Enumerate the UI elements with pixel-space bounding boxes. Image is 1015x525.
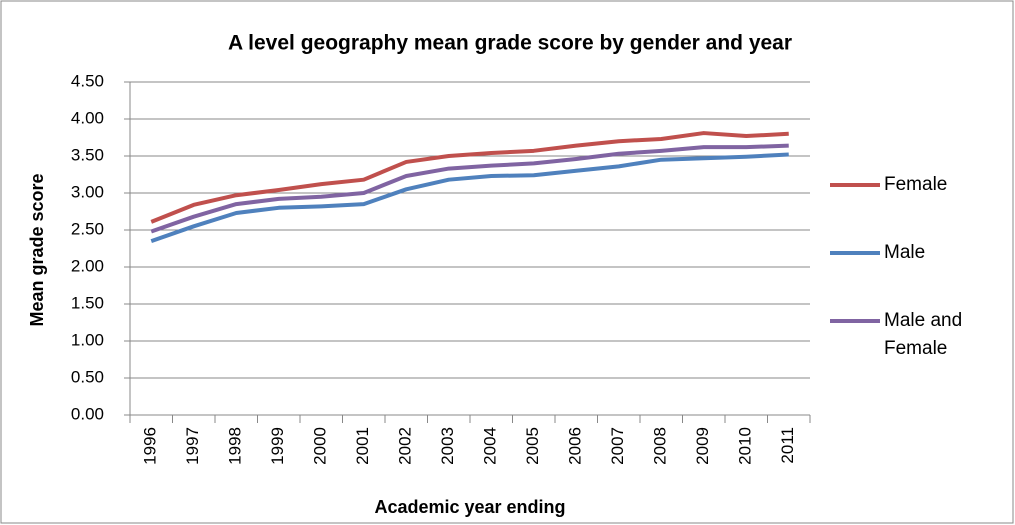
x-axis-title: Academic year ending xyxy=(374,497,565,517)
y-tick-label: 1.00 xyxy=(71,330,104,349)
x-tick-label: 2010 xyxy=(736,427,755,465)
chart-title: A level geography mean grade score by ge… xyxy=(228,32,792,55)
x-tick-label: 1997 xyxy=(183,427,202,465)
x-tick-label: 2006 xyxy=(566,427,585,465)
x-tick-label: 2008 xyxy=(651,427,670,465)
x-tick-label: 2000 xyxy=(311,427,330,465)
x-tick-label: 2002 xyxy=(396,427,415,465)
x-tick-label: 2007 xyxy=(608,427,627,465)
y-axis-title: Mean grade score xyxy=(27,173,47,326)
y-tick-label: 4.00 xyxy=(71,108,104,127)
y-tick-label: 1.50 xyxy=(71,293,104,312)
y-tick-label: 0.50 xyxy=(71,367,104,386)
x-tick-label: 2005 xyxy=(523,427,542,465)
y-tick-label: 3.00 xyxy=(71,182,104,201)
series-line xyxy=(150,131,789,224)
series-line xyxy=(150,143,789,234)
legend-label: Male xyxy=(884,242,926,263)
y-tick-label: 2.00 xyxy=(71,256,104,275)
x-tick-label: 2001 xyxy=(353,427,372,465)
legend-label: Female xyxy=(884,174,948,195)
x-tick-label: 2004 xyxy=(481,427,500,465)
x-tick-label: 2003 xyxy=(438,427,457,465)
x-tick-label: 1996 xyxy=(141,427,160,465)
x-tick-label: 2011 xyxy=(778,427,797,464)
y-tick-label: 0.00 xyxy=(71,404,104,423)
y-tick-label: 3.50 xyxy=(71,145,104,164)
series-line xyxy=(150,152,789,243)
x-tick-label: 1999 xyxy=(268,427,287,465)
x-tick-label: 1998 xyxy=(226,427,245,465)
y-tick-label: 2.50 xyxy=(71,219,104,238)
y-tick-label: 4.50 xyxy=(71,71,104,90)
legend-label: Male and Female xyxy=(884,310,963,359)
x-tick-label: 2009 xyxy=(693,427,712,465)
